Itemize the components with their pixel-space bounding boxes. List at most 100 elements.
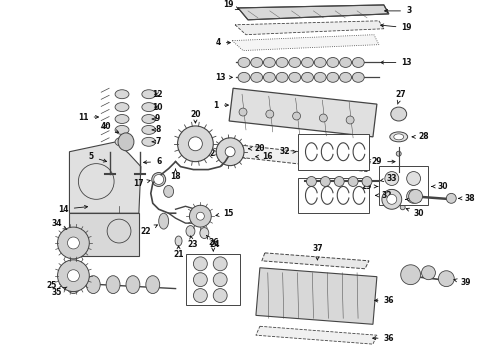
Ellipse shape [394, 134, 404, 140]
Polygon shape [70, 213, 139, 256]
Ellipse shape [264, 72, 275, 82]
Ellipse shape [327, 72, 339, 82]
Text: 1: 1 [214, 100, 228, 109]
Circle shape [190, 205, 211, 227]
Text: 16: 16 [256, 152, 273, 161]
Circle shape [385, 189, 399, 203]
Text: 2: 2 [210, 149, 223, 158]
Text: 26: 26 [208, 238, 219, 251]
Circle shape [387, 194, 397, 204]
Circle shape [196, 212, 204, 220]
Ellipse shape [142, 125, 156, 134]
Text: 9: 9 [152, 114, 160, 123]
Text: 8: 8 [152, 125, 160, 134]
Ellipse shape [159, 213, 169, 229]
Ellipse shape [238, 58, 250, 67]
Circle shape [400, 205, 405, 210]
Text: 39: 39 [454, 278, 471, 287]
Ellipse shape [164, 185, 173, 197]
Ellipse shape [314, 72, 326, 82]
Circle shape [421, 266, 436, 280]
Polygon shape [225, 144, 371, 172]
Polygon shape [262, 253, 369, 269]
Text: 14: 14 [58, 205, 88, 214]
Ellipse shape [115, 114, 129, 123]
Ellipse shape [276, 58, 288, 67]
Text: 30: 30 [432, 182, 447, 191]
Circle shape [334, 176, 344, 186]
Ellipse shape [152, 172, 166, 186]
Circle shape [407, 189, 420, 203]
Text: 21: 21 [173, 246, 184, 259]
Ellipse shape [142, 90, 156, 99]
Ellipse shape [118, 133, 134, 151]
Text: 7: 7 [152, 137, 160, 146]
Text: 19: 19 [223, 0, 239, 10]
Bar [297, 134, 369, 170]
Text: 38: 38 [459, 194, 475, 203]
Text: 22: 22 [141, 225, 157, 235]
Polygon shape [256, 268, 377, 324]
Text: 35: 35 [51, 287, 67, 297]
Bar [187, 254, 240, 305]
Ellipse shape [352, 58, 364, 67]
Text: 37: 37 [312, 244, 323, 260]
Text: 13: 13 [215, 73, 232, 82]
Text: 29: 29 [362, 182, 378, 191]
Circle shape [154, 175, 164, 184]
Text: 3: 3 [385, 6, 411, 15]
Circle shape [239, 108, 247, 116]
Ellipse shape [115, 125, 129, 134]
Text: 40: 40 [101, 122, 119, 132]
Circle shape [177, 126, 213, 162]
Text: 24: 24 [207, 235, 220, 249]
Ellipse shape [146, 276, 160, 293]
Ellipse shape [115, 138, 129, 146]
Circle shape [446, 193, 456, 203]
Ellipse shape [86, 276, 100, 293]
Bar [297, 177, 369, 213]
Polygon shape [238, 5, 389, 20]
Circle shape [385, 172, 399, 185]
Ellipse shape [142, 138, 156, 146]
Circle shape [216, 138, 244, 166]
Text: 28: 28 [412, 132, 429, 141]
Circle shape [396, 151, 401, 156]
Circle shape [213, 257, 227, 271]
Text: 27: 27 [395, 90, 406, 104]
Circle shape [293, 112, 300, 120]
Circle shape [401, 265, 420, 285]
Text: 17: 17 [134, 179, 150, 188]
Circle shape [409, 189, 422, 203]
Text: 32: 32 [375, 191, 392, 200]
Ellipse shape [301, 72, 314, 82]
Text: 10: 10 [152, 103, 163, 112]
Text: 25: 25 [47, 281, 63, 290]
Text: 31: 31 [406, 195, 422, 204]
Polygon shape [256, 326, 377, 344]
Ellipse shape [327, 58, 339, 67]
Ellipse shape [289, 58, 301, 67]
Ellipse shape [390, 132, 408, 142]
Ellipse shape [175, 236, 182, 246]
Circle shape [319, 114, 327, 122]
Circle shape [213, 273, 227, 287]
Text: 20: 20 [248, 144, 265, 153]
Circle shape [266, 110, 274, 118]
Circle shape [346, 116, 354, 124]
Circle shape [194, 289, 207, 302]
Text: 33: 33 [381, 174, 397, 183]
Text: 32: 32 [279, 147, 296, 156]
Ellipse shape [106, 276, 120, 293]
Ellipse shape [186, 226, 195, 237]
Ellipse shape [126, 276, 140, 293]
Ellipse shape [200, 228, 209, 239]
Text: 30: 30 [406, 208, 424, 218]
Text: 12: 12 [152, 90, 163, 99]
Circle shape [68, 270, 79, 282]
Text: 19: 19 [381, 23, 412, 32]
Bar [379, 166, 428, 205]
Text: 4: 4 [216, 38, 230, 47]
Text: 34: 34 [51, 219, 67, 230]
Ellipse shape [314, 58, 326, 67]
